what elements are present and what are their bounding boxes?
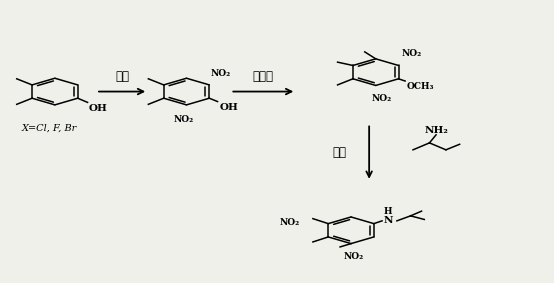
Text: 甲基化: 甲基化 (253, 70, 274, 83)
Text: N: N (383, 216, 393, 225)
Text: NO₂: NO₂ (371, 94, 391, 103)
Text: NO₂: NO₂ (280, 218, 300, 227)
Text: OCH₃: OCH₃ (406, 82, 434, 91)
Text: 胺化: 胺化 (332, 146, 346, 159)
Text: NO₂: NO₂ (401, 49, 422, 58)
Text: NO₂: NO₂ (174, 115, 194, 124)
Text: OH: OH (89, 104, 107, 113)
Text: NO₂: NO₂ (211, 69, 230, 78)
Text: NH₂: NH₂ (424, 126, 448, 134)
Text: X=Cl, F, Br: X=Cl, F, Br (22, 124, 77, 133)
Text: H: H (383, 207, 392, 216)
Text: 硭化: 硭化 (115, 70, 129, 83)
Text: NO₂: NO₂ (343, 252, 364, 261)
Text: OH: OH (219, 103, 238, 112)
